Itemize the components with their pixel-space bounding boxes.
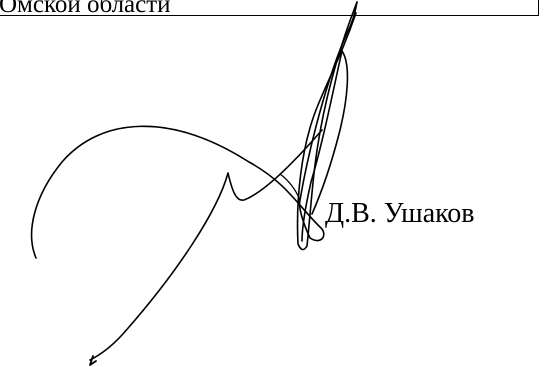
region-text: Омской области	[0, 0, 171, 18]
header-text-box	[0, 0, 539, 16]
signer-name: Д.В. Ушаков	[325, 198, 475, 229]
